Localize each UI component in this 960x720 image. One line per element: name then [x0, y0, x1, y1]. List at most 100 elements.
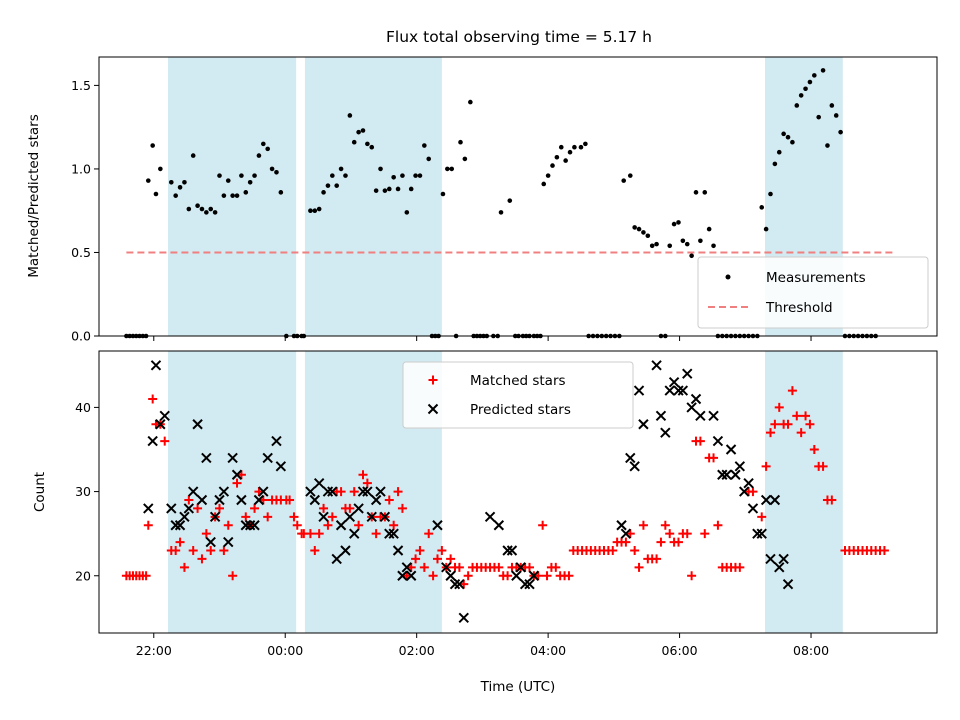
matched-stars-point: [765, 428, 775, 438]
matched-stars-point: [638, 520, 648, 530]
measurement-point: [173, 193, 178, 198]
predicted-stars-point: [765, 553, 776, 565]
matched-stars-point: [783, 419, 793, 429]
predicted-stars-point: [392, 545, 404, 556]
predicted-stars-point: [357, 486, 369, 497]
matched-stars-point: [289, 512, 299, 522]
predicted-stars-point: [313, 477, 325, 489]
predicted-stars-point: [708, 410, 719, 422]
matched-stars-point: [250, 503, 260, 513]
measurement-point: [153, 191, 159, 197]
count-y-axis-label: Count: [32, 472, 48, 512]
measurement-point: [794, 103, 800, 108]
measurement-point: [693, 190, 699, 195]
shaded-interval: [304, 57, 442, 336]
y-tick-label: 0.5: [71, 245, 91, 260]
matched-stars-point: [314, 529, 324, 539]
matched-stars-point: [354, 520, 364, 530]
matched-stars-point: [419, 562, 429, 572]
matched-stars-point: [525, 562, 535, 572]
matched-stars-point: [175, 537, 185, 547]
measurement-point: [572, 144, 577, 150]
matched-stars-point: [818, 461, 828, 471]
measurement-point: [382, 188, 388, 193]
predicted-stars-point: [322, 486, 334, 497]
matched-stars-point: [709, 453, 719, 463]
measurement-point: [563, 158, 568, 163]
matched-stars-point: [319, 503, 329, 513]
measurement-point: [325, 183, 331, 188]
predicted-stars-point: [231, 469, 243, 480]
measurement-point: [369, 144, 375, 150]
predicted-stars-point: [725, 444, 737, 455]
matched-stars-point: [393, 487, 403, 497]
predicted-stars-point: [183, 503, 195, 514]
predicted-stars-point: [353, 503, 364, 514]
measurement-point: [417, 173, 423, 178]
predicted-stars-point: [616, 520, 627, 531]
predicted-stars-point: [309, 494, 321, 506]
matched-stars-point: [682, 529, 692, 539]
measurement-point: [825, 143, 830, 148]
predicted-stars-point: [223, 536, 234, 548]
measurement-point: [217, 173, 222, 178]
predicted-stars-point: [673, 385, 684, 396]
predicted-stars-point: [159, 410, 170, 422]
measurement-point: [308, 208, 313, 214]
matched-stars-point: [735, 562, 745, 572]
measurement-point: [243, 190, 249, 195]
measurement-point: [816, 114, 821, 120]
predicted-stars-point: [379, 511, 391, 523]
predicted-stars-point: [375, 486, 386, 497]
measurement-point: [498, 210, 504, 215]
predicted-stars-point: [747, 503, 759, 514]
measurement-point: [256, 153, 262, 158]
measurement-point: [204, 210, 209, 215]
measurement-point: [408, 186, 414, 192]
predicted-stars-point: [331, 553, 342, 565]
matched-stars-point: [397, 503, 407, 513]
predicted-stars-point: [362, 486, 373, 497]
measurement-point: [356, 129, 361, 135]
predicted-stars-point: [236, 494, 247, 506]
measurement-point: [351, 139, 357, 145]
measurement-point: [347, 113, 353, 118]
legend-box: [697, 256, 929, 329]
predicted-stars-point: [187, 486, 199, 497]
matched-stars-point: [197, 554, 207, 564]
matched-stars-point: [201, 529, 211, 539]
predicted-stars-point: [682, 368, 693, 379]
measurement-point: [247, 179, 253, 185]
measurement-point: [312, 208, 318, 214]
predicted-stars-point: [528, 570, 540, 581]
matched-stars-point: [241, 512, 251, 522]
x-tick-label: 06:00: [662, 643, 698, 658]
matched-stars-point: [432, 554, 442, 564]
predicted-stars-point: [370, 494, 382, 506]
predicted-stars-point: [769, 494, 781, 506]
legend-measurement-marker: [725, 274, 731, 280]
predicted-stars-point: [484, 511, 496, 523]
x-tick-label: 08:00: [793, 643, 829, 658]
matched-stars-point: [349, 487, 359, 497]
measurement-point: [798, 93, 804, 98]
matched-stars-point: [805, 419, 815, 429]
measurement-point: [833, 113, 839, 118]
matched-stars-point: [656, 537, 666, 547]
predicted-stars-point: [524, 578, 535, 590]
y-tick-label: 0.0: [71, 329, 91, 344]
predicted-stars-point: [335, 520, 347, 531]
matched-stars-point: [652, 554, 662, 564]
matched-stars-point: [770, 419, 780, 429]
measurement-point: [404, 210, 410, 215]
measurement-point: [426, 156, 432, 162]
measurement-point: [763, 226, 769, 232]
predicted-stars-point: [629, 461, 640, 472]
matched-stars-point: [358, 470, 368, 480]
measurement-point: [829, 103, 835, 108]
predicted-stars-point: [506, 545, 518, 556]
measurement-point: [706, 226, 712, 232]
matched-stars-point: [411, 554, 421, 564]
matched-stars-point: [879, 546, 889, 556]
